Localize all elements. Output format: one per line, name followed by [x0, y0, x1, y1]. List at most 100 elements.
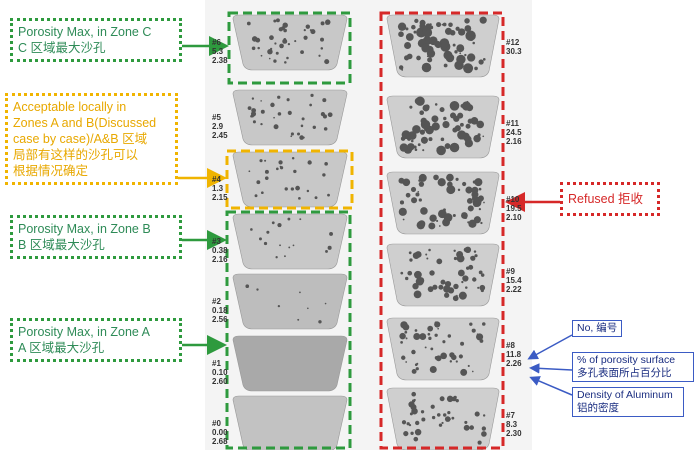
pore	[310, 93, 314, 97]
pore	[298, 197, 301, 200]
pore	[473, 216, 481, 224]
pore	[287, 42, 291, 46]
pore	[438, 284, 444, 290]
specimen	[232, 213, 348, 270]
pore	[446, 185, 456, 195]
pore	[408, 251, 412, 255]
sample-label: 2.60	[212, 377, 228, 386]
pore	[420, 136, 428, 144]
pore	[402, 323, 410, 331]
arrow	[529, 363, 573, 374]
pore	[461, 101, 472, 111]
pore	[400, 341, 403, 344]
pore	[290, 187, 294, 191]
pore	[264, 159, 267, 162]
pore	[404, 42, 412, 50]
refused-frame	[379, 11, 505, 450]
pore	[257, 46, 260, 50]
pore	[299, 135, 304, 140]
pore	[260, 109, 265, 114]
pore	[290, 132, 294, 136]
pore	[245, 284, 250, 288]
pore	[457, 269, 465, 277]
pore	[405, 337, 408, 340]
pore	[320, 47, 324, 50]
acceptable-frame	[225, 149, 354, 210]
pore	[287, 110, 292, 115]
sample-label: 2.38	[212, 56, 228, 65]
pore	[473, 250, 477, 253]
pore	[456, 250, 464, 258]
sample-label: #4	[212, 175, 221, 184]
pore	[467, 118, 473, 124]
note-line: Zones A and B(Discussed	[13, 116, 157, 130]
pore	[461, 280, 464, 284]
pore	[481, 426, 487, 431]
pore	[254, 194, 258, 198]
pore	[457, 130, 467, 140]
sample-label: 15.4	[506, 276, 522, 285]
pore	[464, 18, 470, 24]
sample-label: #9	[506, 267, 515, 276]
pore	[273, 116, 275, 119]
pore	[302, 136, 305, 139]
pore	[279, 165, 282, 168]
pore	[429, 214, 437, 222]
pore	[436, 219, 439, 222]
pore	[399, 332, 406, 340]
pore	[297, 318, 300, 321]
sample-label: #6	[212, 38, 221, 47]
pore	[327, 245, 332, 250]
specimen	[232, 395, 348, 450]
pore	[264, 176, 269, 180]
pore	[451, 112, 455, 116]
sample-label: #5	[212, 113, 221, 122]
pore	[419, 129, 426, 135]
sample-label: 2.16	[506, 137, 522, 146]
pore	[460, 341, 465, 346]
pore	[433, 174, 439, 181]
pore	[437, 178, 446, 187]
pore	[403, 430, 409, 437]
pore	[415, 192, 420, 197]
pore	[427, 57, 433, 63]
pore	[453, 283, 459, 290]
pore	[421, 25, 428, 32]
pore	[474, 178, 483, 187]
pore	[446, 395, 454, 403]
pore	[415, 420, 420, 426]
pore	[477, 133, 481, 137]
pore	[443, 50, 453, 60]
pore	[428, 137, 433, 142]
pore	[464, 25, 472, 32]
note-line: 多孔表面所占百分比	[577, 367, 672, 379]
pore	[449, 100, 460, 111]
sample-label: 0.00	[212, 428, 228, 437]
pore	[478, 195, 484, 202]
pore	[413, 436, 419, 442]
pore	[399, 200, 405, 205]
pore	[482, 58, 486, 61]
pore	[250, 111, 257, 117]
pore	[458, 354, 463, 359]
pore	[423, 124, 426, 127]
pore	[452, 43, 456, 47]
pore	[453, 256, 458, 261]
sample-label: 5.3	[212, 47, 224, 56]
pore	[442, 120, 450, 129]
pore	[472, 277, 477, 282]
pore	[429, 365, 437, 373]
pore	[449, 112, 457, 119]
pore	[300, 124, 304, 128]
pore	[426, 257, 429, 260]
pore	[422, 149, 425, 152]
pore	[479, 284, 486, 291]
pore	[463, 63, 474, 74]
pore	[303, 28, 306, 32]
refused-note: Refused 拒收	[560, 182, 660, 216]
pore	[479, 339, 484, 343]
specimens	[232, 14, 500, 450]
pore	[477, 440, 482, 445]
pore	[411, 197, 418, 204]
pore	[427, 332, 431, 336]
